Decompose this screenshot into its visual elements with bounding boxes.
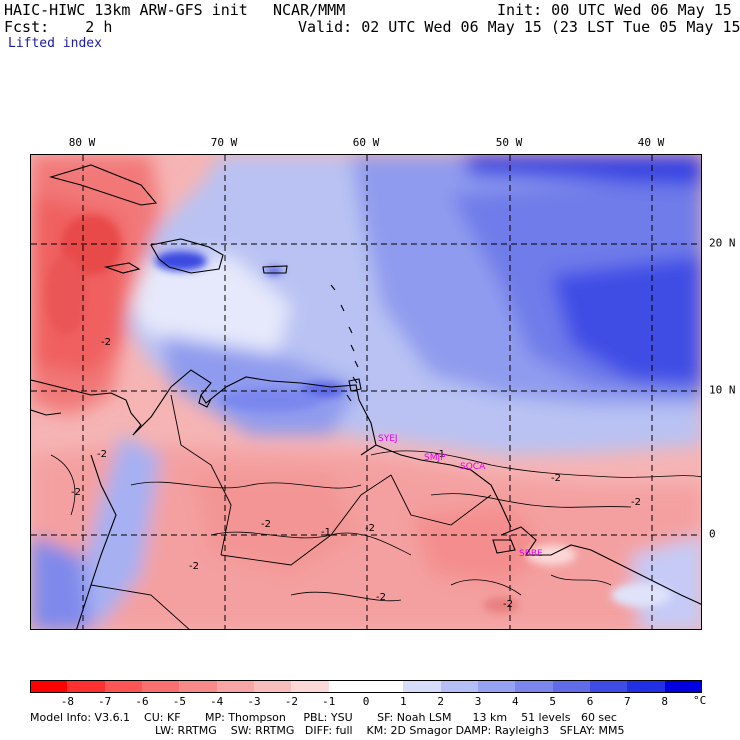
colorbar-tick-label: 8 — [661, 695, 668, 708]
field-name: Lifted index — [8, 36, 102, 51]
colorbar-swatch — [67, 680, 106, 693]
colorbar-swatch — [403, 680, 442, 693]
contour-lines — [50, 450, 701, 602]
valid-time: Valid: 02 UTC Wed 06 May 15 (23 LST Tue … — [298, 18, 740, 36]
station-smjp: SMJP — [424, 453, 446, 463]
colorbar-tick-label: 7 — [624, 695, 631, 708]
forecast-hour: Fcst: 2 h — [4, 18, 113, 36]
footer-physics-info: LW: RRTMG SW: RRTMG DIFF: full KM: 2D Sm… — [155, 724, 625, 737]
station-group: SYEJ SMJP SOCA SBBE — [378, 434, 543, 559]
org-label: NCAR/MMM — [273, 1, 346, 19]
map-svg: -2 -2 -2 -2 -2 -2 -2 -2 -2 -2 -1 -1 SYEJ… — [31, 155, 701, 629]
field-shading — [31, 155, 701, 629]
colorbar-tick-label: 4 — [512, 695, 519, 708]
colorbar-swatch — [478, 680, 516, 693]
contour-label: -1 — [435, 449, 445, 460]
contour-label: -2 — [503, 599, 513, 610]
colorbar-swatch — [179, 680, 218, 693]
station-soca: SOCA — [460, 462, 486, 472]
lat-label-20n: 20 N — [709, 236, 736, 250]
colorbar-swatch — [254, 680, 292, 693]
colorbar-swatch — [216, 680, 255, 693]
lon-label-70w: 70 W — [210, 136, 238, 149]
colorbar-tick-label: 1 — [400, 695, 407, 708]
colorbar-swatch — [664, 680, 703, 693]
model-title: HAIC-HIWC 13km ARW-GFS init — [4, 1, 248, 19]
colorbar-tick-label: 5 — [549, 695, 556, 708]
colorbar-swatch — [30, 680, 68, 693]
lifted-index-map: -2 -2 -2 -2 -2 -2 -2 -2 -2 -2 -1 -1 SYEJ… — [30, 154, 702, 630]
contour-label: -2 — [71, 487, 81, 498]
colorbar-swatch — [142, 680, 180, 693]
lon-label-50w: 50 W — [495, 136, 523, 149]
colorbar-swatch — [104, 680, 143, 693]
colorbar-tick-label: -5 — [172, 695, 186, 708]
colorbar-swatch — [627, 680, 666, 693]
station-sbbe: SBBE — [519, 549, 543, 559]
colorbar-swatch — [590, 680, 628, 693]
colorbar-swatch — [552, 680, 591, 693]
contour-label: -2 — [189, 561, 199, 572]
contour-label: -2 — [631, 497, 641, 508]
colorbar-swatch — [328, 680, 367, 693]
colorbar-tick-label: 6 — [586, 695, 594, 708]
colorbar-swatch — [291, 680, 330, 693]
lon-label-60w: 60 W — [352, 136, 380, 149]
colorbar-tick-label: -7 — [98, 695, 112, 708]
init-time: Init: 00 UTC Wed 06 May 15 — [497, 1, 732, 19]
colorbar-swatch — [366, 680, 404, 693]
contour-label: -1 — [321, 527, 331, 538]
colorbar-swatch — [515, 680, 554, 693]
colorbar-tick-label: 3 — [474, 695, 482, 708]
contour-label: -2 — [376, 592, 386, 603]
colorbar-tick-label: -1 — [322, 695, 336, 708]
contour-label: -2 — [365, 523, 375, 534]
lon-label-80w: 80 W — [68, 136, 96, 149]
footer-model-info: Model Info: V3.6.1 CU: KF MP: Thompson P… — [30, 711, 617, 724]
station-syej: SYEJ — [378, 434, 398, 444]
lat-label-eq: 0 — [709, 527, 716, 541]
colorbar-unit: °C — [693, 694, 707, 707]
colorbar-tick-label: -4 — [210, 695, 224, 708]
colorbar-tick-label: -6 — [135, 695, 149, 708]
contour-label: -2 — [97, 449, 107, 460]
colorbar-tick-label: -3 — [247, 695, 261, 708]
contour-label: -2 — [551, 473, 561, 484]
colorbar-tick-label: -2 — [284, 695, 298, 708]
contour-label: -2 — [261, 519, 271, 530]
contour-label: -2 — [101, 337, 111, 348]
colorbar-swatch — [440, 680, 479, 693]
colorbar-tick-label: 0 — [362, 695, 370, 708]
colorbar-tick-label: -8 — [60, 695, 74, 708]
colorbar-tick-label: 2 — [437, 695, 444, 708]
lon-label-40w: 40 W — [637, 136, 665, 149]
contour-label-group: -2 -2 -2 -2 -2 -2 -2 -2 -2 -2 -1 -1 — [71, 337, 641, 610]
lat-label-10n: 10 N — [709, 383, 736, 397]
graticule — [31, 155, 701, 629]
